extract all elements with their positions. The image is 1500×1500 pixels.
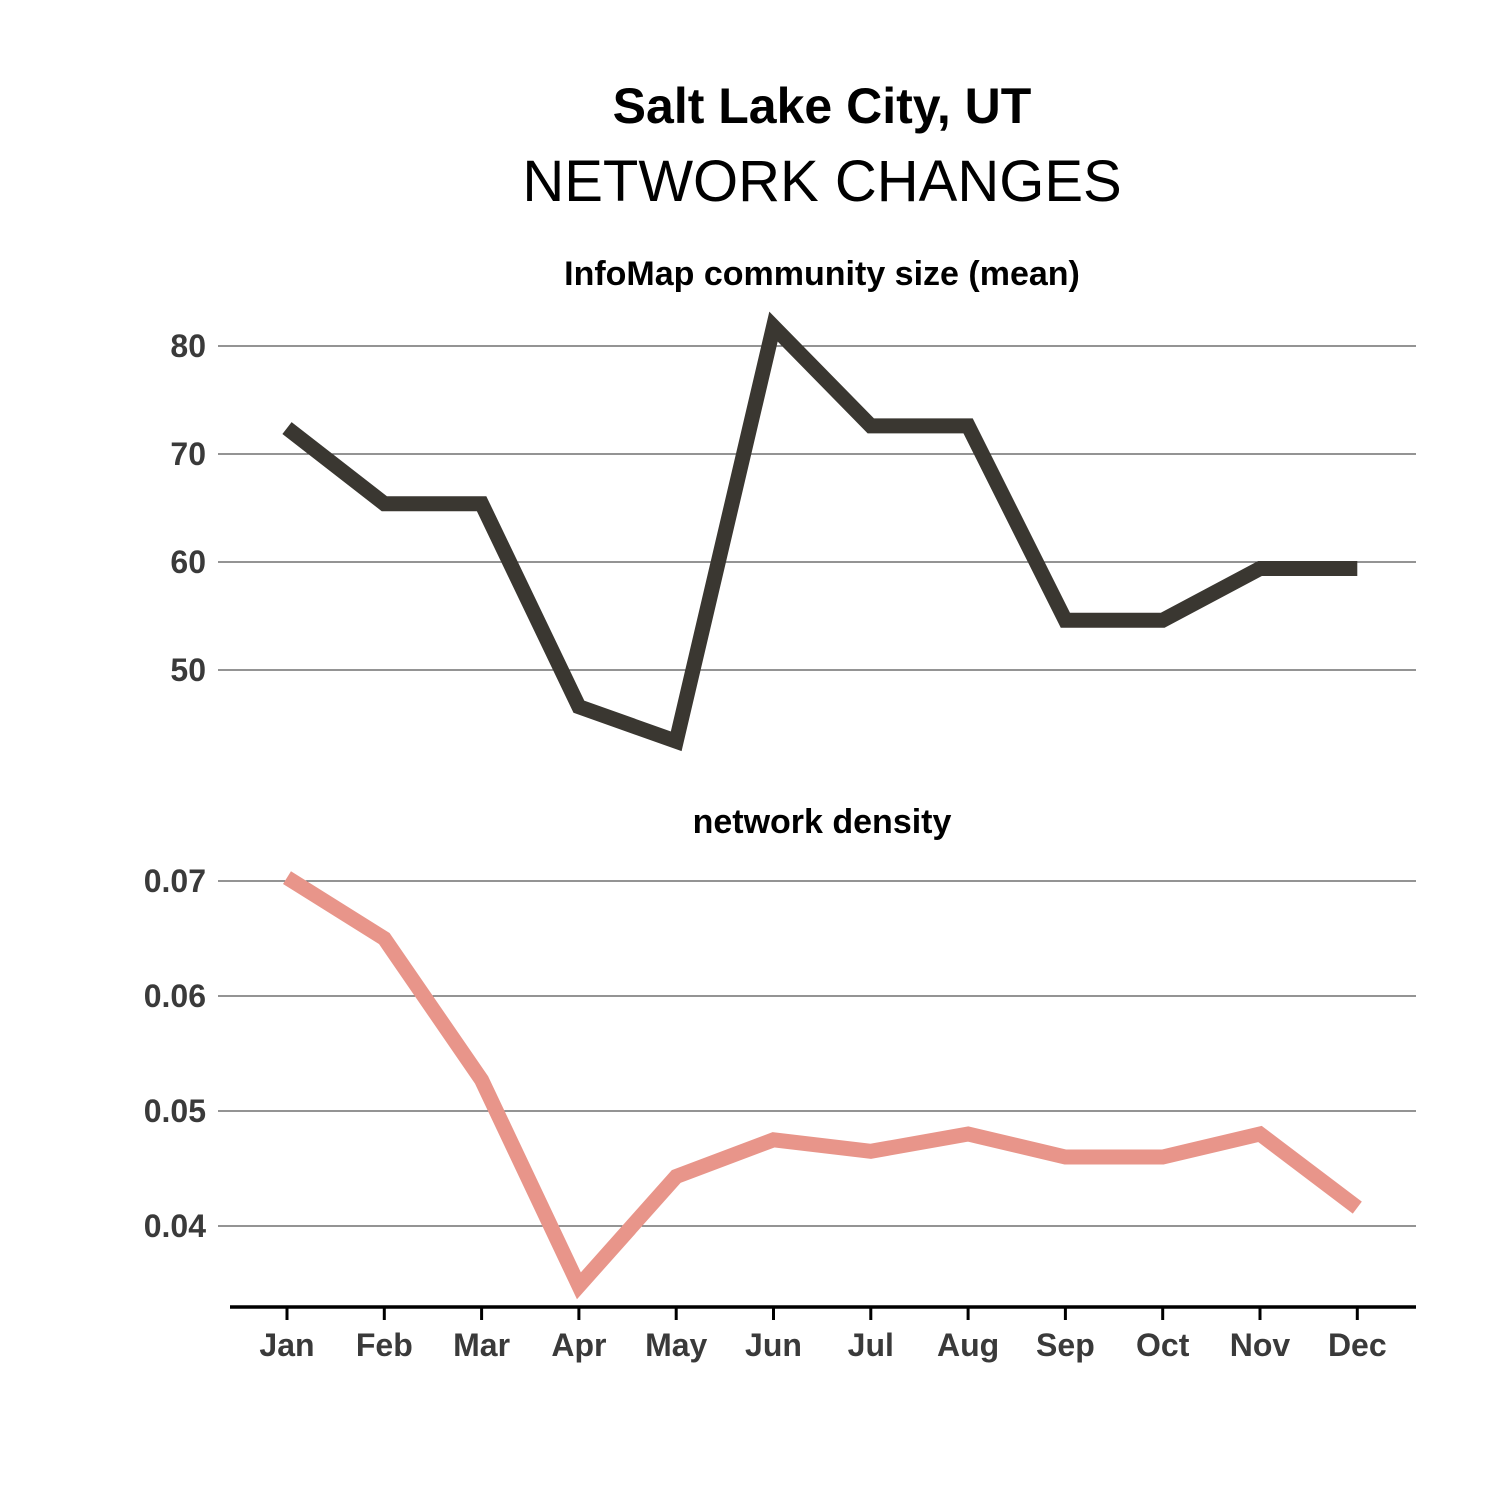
data-point-community-size <box>1259 567 1261 569</box>
series-line-community-size <box>282 311 1358 752</box>
data-point-network-density <box>773 1139 775 1141</box>
data-point-network-density <box>481 1079 483 1081</box>
series-line-network-density <box>283 871 1362 1300</box>
x-tick-label: Aug <box>937 1327 999 1363</box>
y-tick-label-community-size: 80 <box>170 328 206 364</box>
y-tick-label-network-density: 0.05 <box>144 1093 206 1129</box>
y-tick-label-network-density: 0.06 <box>144 978 206 1014</box>
y-tick-label-network-density: 0.07 <box>144 863 206 899</box>
chart-title: Salt Lake City, UT <box>613 78 1032 134</box>
data-point-community-size <box>1356 567 1358 569</box>
data-point-network-density <box>675 1176 677 1178</box>
data-point-community-size <box>286 427 288 429</box>
data-point-network-density <box>286 877 288 879</box>
x-tick-label: Jan <box>259 1327 314 1363</box>
data-point-network-density <box>578 1285 580 1287</box>
data-point-community-size <box>773 326 775 328</box>
data-point-community-size <box>1064 619 1066 621</box>
x-tick-label: Apr <box>551 1327 606 1363</box>
data-point-community-size <box>1162 619 1164 621</box>
data-point-network-density <box>1064 1156 1066 1158</box>
x-tick-label: Feb <box>356 1327 413 1363</box>
data-point-community-size <box>675 740 677 742</box>
x-tick-label: Dec <box>1328 1327 1387 1363</box>
data-point-network-density <box>1162 1156 1164 1158</box>
data-point-community-size <box>383 503 385 505</box>
panel-network-density: network density 0.04 0.05 0.06 0.07 <box>144 803 1416 1300</box>
x-tick-label: Jul <box>848 1327 894 1363</box>
data-point-community-size <box>578 706 580 708</box>
panel-community-size: InfoMap community size (mean) 50 60 70 80 <box>170 255 1416 752</box>
data-point-community-size <box>870 425 872 427</box>
data-point-community-size <box>967 425 969 427</box>
y-tick-label-community-size: 60 <box>170 544 206 580</box>
chart-subtitle: NETWORK CHANGES <box>522 149 1121 214</box>
x-axis: Jan Feb Mar Apr May Jun Jul Aug Sep Oct Nov Dec <box>230 1305 1416 1363</box>
data-point-network-density <box>967 1133 969 1135</box>
data-point-network-density <box>870 1150 872 1152</box>
x-tick-label: Jun <box>745 1327 802 1363</box>
x-tick-label: May <box>645 1327 707 1363</box>
y-tick-label-community-size: 50 <box>170 652 206 688</box>
x-tick-label: Oct <box>1136 1327 1190 1363</box>
data-point-network-density <box>1259 1133 1261 1135</box>
x-tick-label: Mar <box>453 1327 510 1363</box>
data-point-network-density <box>383 938 385 940</box>
y-tick-label-network-density: 0.04 <box>144 1208 206 1244</box>
x-tick-label: Nov <box>1230 1327 1291 1363</box>
panel-title-community-size: InfoMap community size (mean) <box>564 255 1080 293</box>
panel-title-network-density: network density <box>693 803 952 841</box>
data-point-community-size <box>481 503 483 505</box>
x-tick-label: Sep <box>1036 1327 1095 1363</box>
y-tick-label-community-size: 70 <box>170 436 206 472</box>
data-point-network-density <box>1356 1207 1358 1209</box>
